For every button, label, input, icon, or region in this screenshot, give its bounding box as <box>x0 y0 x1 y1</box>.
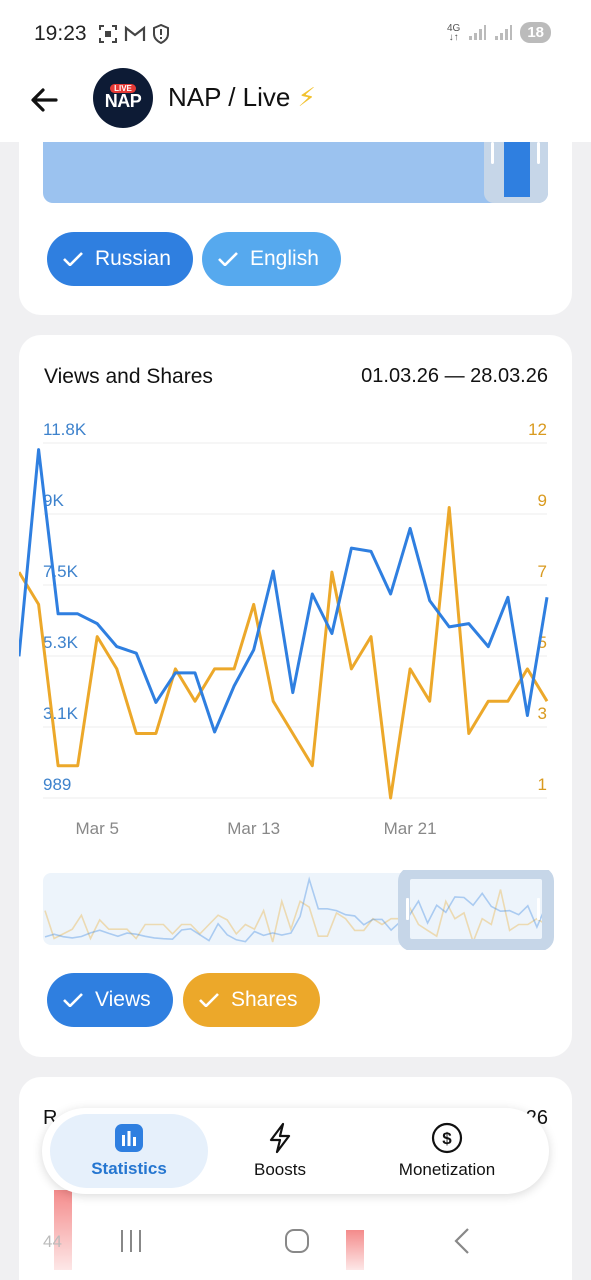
languages-range-selector[interactable] <box>43 130 548 203</box>
y-tick-left: 9K <box>43 491 64 510</box>
bar-chart-icon <box>115 1124 143 1152</box>
back-icon[interactable] <box>448 1226 478 1256</box>
network-type: 4G ↓↑ <box>446 22 461 43</box>
page-title-text: NAP / Live <box>168 82 291 112</box>
signal-icon-2 <box>495 24 513 40</box>
navigator-handle-left <box>406 898 409 920</box>
check-icon <box>199 993 219 1007</box>
status-time: 19:23 <box>34 22 87 45</box>
card-title: Views and Shares <box>44 365 213 388</box>
recent-apps-icon[interactable] <box>116 1226 146 1256</box>
live-badge: LIVE <box>110 84 136 93</box>
series-toggle-views[interactable]: Views <box>47 973 173 1027</box>
notification-icons <box>98 24 170 44</box>
system-nav-bar <box>0 1200 591 1280</box>
y-tick-left: 989 <box>43 775 71 794</box>
y-tick-right: 9 <box>538 491 547 510</box>
y-tick-right: 7 <box>538 562 547 581</box>
check-icon <box>63 252 83 266</box>
views-shares-card: Views and Shares 01.03.26 — 28.03.26 11.… <box>19 335 572 1057</box>
lightning-icon <box>269 1122 291 1154</box>
tab-boosts[interactable]: Boosts <box>220 1114 340 1188</box>
svg-text:$: $ <box>442 1129 452 1148</box>
tab-label: Statistics <box>91 1159 167 1178</box>
language-label: English <box>250 247 319 270</box>
language-toggle-english[interactable]: English <box>202 232 341 286</box>
navigator-handle-right <box>537 898 540 920</box>
mail-icon <box>124 25 146 41</box>
back-arrow-icon[interactable] <box>26 82 62 118</box>
bottom-tab-bar: Statistics Boosts $ Monetization <box>42 1108 549 1194</box>
y-tick-right: 12 <box>528 420 547 439</box>
tab-label: Boosts <box>254 1160 306 1179</box>
navigator-window <box>398 870 554 950</box>
y-tick-right: 3 <box>538 704 547 723</box>
next-card-bar <box>346 1230 364 1270</box>
languages-card: Russian English <box>19 100 572 315</box>
shield-icon <box>153 24 169 44</box>
tab-statistics[interactable]: Statistics <box>50 1114 208 1188</box>
y-tick-left: 11.8K <box>43 420 87 439</box>
series-label: Shares <box>231 988 298 1011</box>
channel-avatar[interactable]: LIVE NAP <box>93 68 153 128</box>
y-tick-left: 3.1K <box>43 704 79 723</box>
language-label: Russian <box>95 247 171 270</box>
system-icons: 4G ↓↑ 18 <box>447 22 551 43</box>
y-tick-right: 5 <box>538 633 547 652</box>
series-label: Views <box>95 988 151 1011</box>
next-card-bar <box>54 1190 72 1270</box>
series-line-shares <box>19 506 549 800</box>
app-header: LIVE NAP NAP / Live ⚡ <box>0 64 591 142</box>
date-range[interactable]: 01.03.26 — 28.03.26 <box>361 365 548 387</box>
y-tick-right: 1 <box>538 775 547 794</box>
x-tick-label: Mar 5 <box>75 819 118 838</box>
tab-label: Monetization <box>398 1160 496 1179</box>
series-toggle-shares[interactable]: Shares <box>183 973 320 1027</box>
y-tick-left: 7.5K <box>43 562 79 581</box>
series-line-views <box>19 448 549 734</box>
dollar-icon: $ <box>431 1122 463 1154</box>
page-title: NAP / Live ⚡ <box>168 82 316 113</box>
x-tick-label: Mar 13 <box>227 819 280 838</box>
navigator-line-views <box>44 876 547 943</box>
tab-monetization[interactable]: $ Monetization <box>367 1114 527 1188</box>
status-bar: 19:23 4G ↓↑ 18 <box>0 0 591 64</box>
x-tick-label: Mar 21 <box>384 819 437 838</box>
chart-range-navigator[interactable] <box>19 870 572 950</box>
y-tick-left: 5.3K <box>43 633 79 652</box>
next-card-axis-label: 44 <box>43 1232 62 1251</box>
avatar-text: NAP <box>104 91 142 111</box>
signal-icon <box>469 24 487 40</box>
navigator-background <box>43 873 548 945</box>
check-icon <box>63 993 83 1007</box>
views-shares-chart[interactable]: 11.8K 9K 7.5K 5.3K 3.1K 989 12 9 7 5 3 1 Mar 5 Mar 13… <box>19 405 572 925</box>
home-icon[interactable] <box>282 1226 312 1256</box>
battery-indicator: 18 <box>520 22 551 43</box>
screenshot-icon <box>99 25 117 43</box>
lightning-icon: ⚡ <box>297 82 316 112</box>
language-toggle-russian[interactable]: Russian <box>47 232 193 286</box>
check-icon <box>218 252 238 266</box>
navigator-line-shares <box>44 889 547 945</box>
